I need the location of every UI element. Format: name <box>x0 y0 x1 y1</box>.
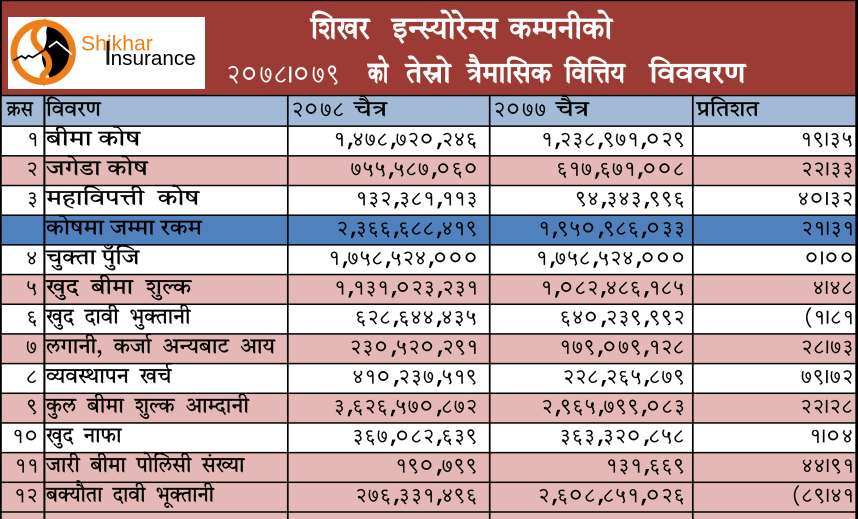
svg-text:Shikhar: Shikhar <box>81 33 153 56</box>
svg-text:nsurance: nsurance <box>111 47 196 70</box>
